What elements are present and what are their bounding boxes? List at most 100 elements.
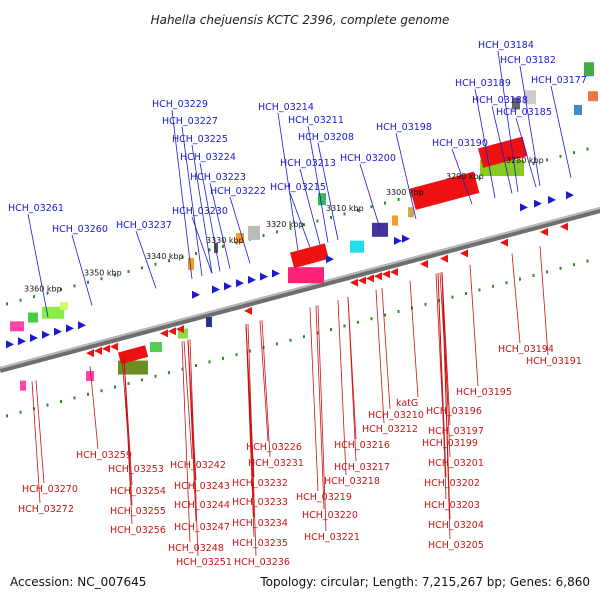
gene-block [248, 225, 260, 240]
scale-tick [154, 262, 157, 266]
leader-line [27, 213, 49, 318]
leader-line [187, 339, 197, 522]
gene-label-top: HCH_03208 [298, 132, 354, 143]
gene-block [318, 193, 326, 206]
leader-line [550, 85, 572, 178]
gene-label-top: HCH_03215 [270, 182, 326, 193]
gene-label-top: HCH_03260 [52, 224, 108, 235]
scale-tick [573, 151, 575, 155]
gene-label-bottom: HCH_03247 [174, 522, 230, 533]
gene-label-bottom: HCH_03221 [304, 532, 360, 543]
leader-line [497, 50, 519, 192]
scale-tick [249, 349, 251, 353]
leader-line [191, 216, 213, 274]
scale-tick [397, 198, 400, 201]
scale-tick [546, 270, 548, 274]
gene-block [574, 104, 582, 115]
gene-label-bottom: HCH_03216 [334, 440, 390, 451]
leader-line [515, 117, 537, 188]
reverse-gene-arrow [374, 272, 382, 281]
leader-line [469, 264, 479, 387]
scale-tick [573, 263, 575, 267]
gene-label-bottom: HCH_03196 [426, 406, 482, 417]
gene-label-bottom: HCH_03272 [18, 504, 74, 515]
gene-label-top: HCH_03211 [288, 115, 344, 126]
scale-tick [532, 162, 535, 165]
gene-label-top: HCH_03184 [478, 40, 534, 51]
gene-label-bottom: HCH_03232 [232, 478, 288, 489]
scale-tick [181, 367, 184, 371]
scale-tick [141, 378, 143, 382]
gene-label-top: HCH_03189 [455, 78, 511, 89]
scale-tick [289, 226, 292, 230]
forward-gene-arrow [402, 234, 410, 243]
leader-line [199, 162, 221, 272]
gene-label-bottom: HCH_03201 [428, 458, 484, 469]
forward-gene-arrow [30, 334, 38, 342]
leader-line [289, 192, 311, 248]
gene-label-bottom: HCH_03194 [498, 344, 554, 355]
scale-tick [195, 252, 197, 255]
reverse-gene-arrow [460, 249, 468, 258]
gene-label-bottom: HCH_03248 [168, 543, 224, 554]
leader-line [229, 196, 251, 264]
scale-tick [6, 414, 8, 418]
gene-label-bottom: HCH_03256 [110, 525, 166, 536]
gene-label-bottom: HCH_03270 [22, 484, 78, 495]
leader-line [474, 88, 496, 199]
forward-gene-arrow [248, 275, 256, 284]
kbp-label: 3340 kbp [146, 252, 184, 261]
gene-block [350, 240, 364, 253]
gene-arrows [6, 191, 574, 358]
scale-tick [141, 266, 143, 270]
scale-tick [343, 212, 346, 216]
leader-line [317, 305, 327, 532]
label-leader-lines [27, 50, 572, 557]
scale-tick [154, 374, 157, 378]
gene-block [206, 317, 212, 328]
gene-block [584, 62, 594, 77]
gene-label-bottom: HCH_03235 [232, 538, 288, 549]
leader-line [381, 288, 391, 410]
scale-tick [519, 277, 521, 281]
leader-line [441, 272, 451, 540]
reverse-gene-arrow [102, 344, 110, 353]
gene-label-top: HCH_03185 [496, 107, 552, 118]
gene-label-bottom: HCH_03255 [110, 506, 166, 517]
scale-tick [492, 284, 494, 288]
leader-line [539, 245, 549, 356]
leader-line [375, 289, 385, 424]
forward-gene-arrow [534, 199, 542, 208]
gene-block [392, 215, 398, 226]
scale-tick [100, 277, 103, 281]
forward-gene-arrow [520, 203, 528, 212]
scale-tick [195, 364, 197, 367]
kbp-labels: 3360 kbp 3350 kbp 3340 kbp 3330 kbp 3320 kbp… [24, 156, 544, 294]
gene-block [178, 328, 188, 339]
leader-line [31, 381, 41, 504]
scale-tick [370, 317, 373, 321]
gene-block [150, 342, 162, 352]
scale-tick [87, 392, 89, 396]
gene-label-bottom: HCH_03253 [108, 464, 164, 475]
scale-tick [357, 320, 359, 324]
gene-label-bottom: HCH_03195 [456, 387, 512, 398]
gene-label-bottom: HCH_03204 [428, 520, 484, 531]
leader-line [451, 148, 473, 205]
scale-tick [87, 280, 89, 284]
forward-gene-arrow [78, 321, 86, 330]
gene-block [60, 302, 68, 310]
gene-label-top: HCH_03177 [531, 75, 587, 86]
gene-block-large [410, 171, 480, 210]
gene-label-top: HCH_03261 [8, 203, 64, 214]
scale-tick [33, 295, 35, 299]
forward-gene-arrow [224, 282, 232, 291]
scale-tick [168, 259, 170, 263]
leader-line [347, 297, 357, 462]
scale-tick [46, 291, 49, 295]
scale-tick [478, 176, 481, 180]
gene-label-bottom: HCH_03199 [422, 438, 478, 449]
kbp-label: 3290 kbp [446, 172, 484, 181]
gene-label-top: HCH_03225 [172, 134, 228, 145]
